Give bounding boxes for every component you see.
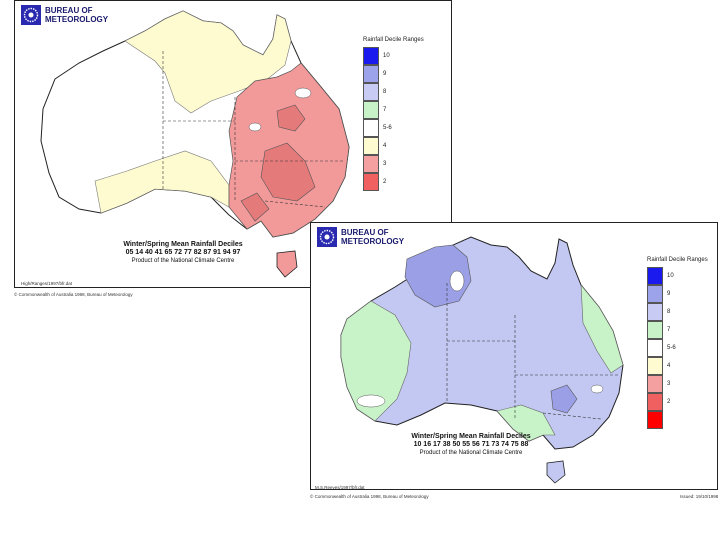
decile-9-region-north [404, 244, 472, 308]
decile-5-6-patch [449, 270, 465, 292]
legend-swatch [363, 137, 379, 155]
legend-swatch [647, 339, 663, 357]
decile-7-region-south [496, 404, 556, 442]
legend-label: 10 [383, 53, 390, 59]
legend-label: 5-6 [383, 125, 392, 131]
legend-label: 5-6 [667, 345, 676, 351]
caption-title: Winter/Spring Mean Rainfall Deciles [411, 433, 531, 440]
state-boundaries [446, 283, 619, 420]
map-caption-wet: Winter/Spring Mean Rainfall Deciles 10 1… [381, 433, 561, 456]
legend-row: 9 [363, 65, 424, 83]
copyright-dry: © Commonwealth of Australia 1998, Bureau… [14, 292, 133, 297]
australia-map-dry [40, 10, 350, 278]
bom-logo-emblem-icon [21, 5, 41, 25]
map-source-note: High/Ranges/1997/bfr.dat [21, 281, 73, 286]
logo-line-1: BUREAU OF [341, 228, 389, 237]
legend-swatch [647, 267, 663, 285]
legend-swatch [363, 83, 379, 101]
legend-label: 3 [667, 381, 671, 387]
legend-label: 2 [667, 399, 671, 405]
legend-swatch [647, 411, 663, 429]
legend-row: 3 [647, 375, 708, 393]
legend-swatch [647, 357, 663, 375]
decile-map-panel-wet: BUREAU OF METEOROLOGY Rainfall Decile Ra… [310, 222, 718, 490]
logo-line-2: METEOROLOGY [341, 237, 405, 246]
legend-title: Rainfall Decile Ranges [647, 257, 708, 263]
decile-7-region-west [340, 300, 412, 422]
legend-wet: Rainfall Decile Ranges 10 9 8 7 5-6 4 3 2 [647, 257, 708, 429]
legend-label: 9 [383, 71, 387, 77]
decile-4-region-north [124, 10, 292, 114]
caption-title: Winter/Spring Mean Rainfall Deciles [123, 241, 243, 248]
legend-title: Rainfall Decile Ranges [363, 37, 424, 43]
legend-label: 7 [667, 327, 671, 333]
caption-years: 10 16 17 38 50 55 56 71 73 74 75 88 [413, 441, 529, 448]
decile-5-6-patch [248, 122, 262, 132]
decile-7-region-east [580, 284, 624, 374]
tasmania [276, 250, 298, 278]
decile-5-6-patch [590, 384, 604, 394]
legend-label: 2 [383, 179, 387, 185]
legend-row: 4 [647, 357, 708, 375]
state-boundaries [162, 51, 345, 208]
map-source-note: M.S.Reeves/1997/bfr.dat [315, 485, 365, 490]
copyright-wet: © Commonwealth of Australia 1998, Bureau… [310, 494, 429, 499]
caption-credit: Product of the National Climate Centre [131, 258, 235, 264]
decile-2-region-1 [260, 142, 316, 202]
caption-years: 05 14 40 41 65 72 77 82 87 91 94 97 [125, 249, 241, 256]
decile-5-6-patch [294, 87, 312, 99]
legend-row: 2 [647, 393, 708, 411]
legend-row: 8 [647, 303, 708, 321]
legend-row: 5-6 [647, 339, 708, 357]
legend-row [647, 411, 708, 429]
legend-swatch [363, 65, 379, 83]
legend-swatch [363, 119, 379, 137]
legend-row: 8 [363, 83, 424, 101]
bom-logo-emblem-icon [317, 227, 337, 247]
legend-label: 4 [667, 363, 671, 369]
legend-label: 7 [383, 107, 387, 113]
issued-date: Issued: 19/10/1998 [680, 494, 719, 499]
legend-row: 4 [363, 137, 424, 155]
legend-swatch [363, 101, 379, 119]
legend-label: 3 [383, 161, 387, 167]
legend-row: 10 [363, 47, 424, 65]
australia-map-wet [340, 236, 624, 484]
legend-row: 9 [647, 285, 708, 303]
legend-row: 7 [363, 101, 424, 119]
decile-9-region-east [550, 384, 578, 414]
legend-label: 8 [667, 309, 671, 315]
decile-map-panel-dry: BUREAU OF METEOROLOGY Rainfall Decile Ra… [14, 0, 452, 288]
decile-2-region-2 [276, 104, 306, 132]
decile-5-6-patch [356, 394, 386, 408]
legend-row: 10 [647, 267, 708, 285]
legend-label: 4 [383, 143, 387, 149]
bom-logo: BUREAU OF METEOROLOGY [21, 5, 108, 25]
bom-logo: BUREAU OF METEOROLOGY [317, 227, 404, 247]
legend-swatch [363, 173, 379, 191]
legend-swatch [363, 155, 379, 173]
tasmania [546, 460, 566, 484]
legend-dry: Rainfall Decile Ranges 10 9 8 7 5-6 4 3 2 [363, 37, 424, 191]
legend-label: 8 [383, 89, 387, 95]
legend-label: 10 [667, 273, 674, 279]
legend-row: 3 [363, 155, 424, 173]
legend-row: 7 [647, 321, 708, 339]
legend-row: 5-6 [363, 119, 424, 137]
legend-swatch [647, 303, 663, 321]
legend-swatch [647, 321, 663, 339]
map-caption-dry: Winter/Spring Mean Rainfall Deciles 05 1… [85, 241, 281, 264]
legend-swatch [647, 393, 663, 411]
legend-label: 9 [667, 291, 671, 297]
legend-swatch [647, 375, 663, 393]
decile-2-region-3 [240, 192, 270, 222]
legend-row: 2 [363, 173, 424, 191]
logo-line-1: BUREAU OF [45, 6, 93, 15]
caption-credit: Product of the National Climate Centre [419, 450, 523, 456]
legend-swatch [363, 47, 379, 65]
logo-line-2: METEOROLOGY [45, 15, 109, 24]
legend-swatch [647, 285, 663, 303]
